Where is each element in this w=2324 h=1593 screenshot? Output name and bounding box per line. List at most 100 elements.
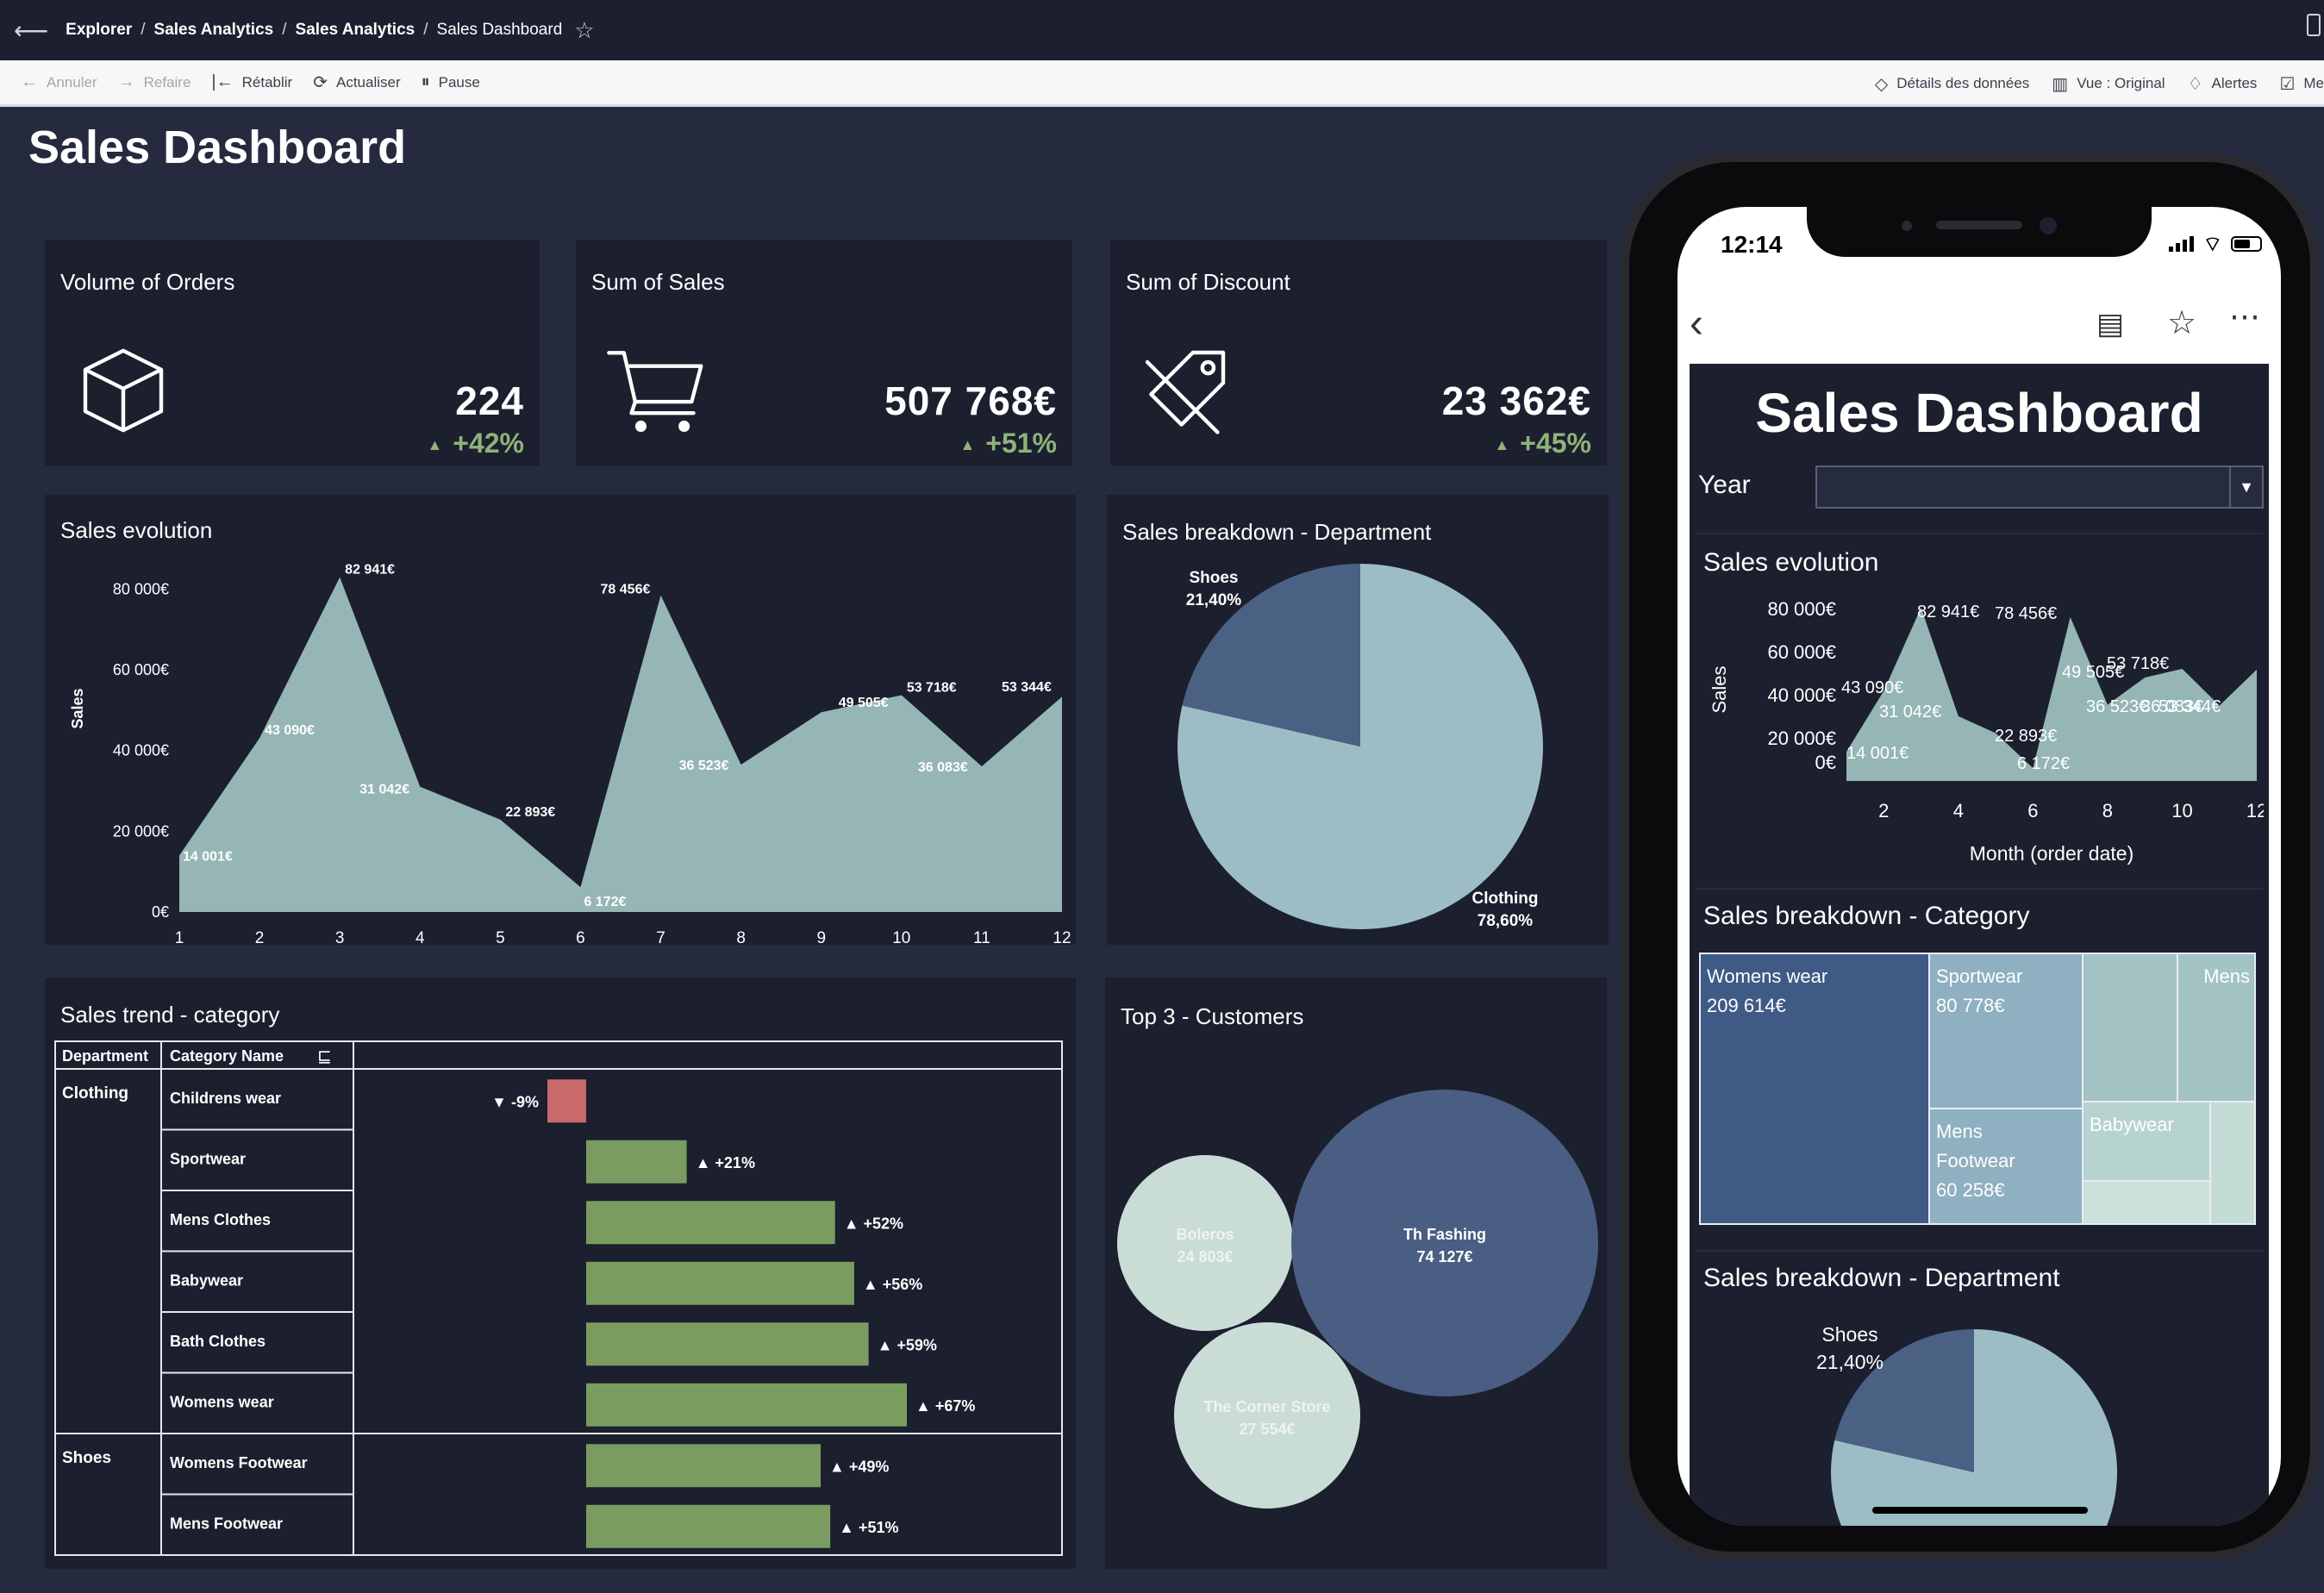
customer-bubble[interactable] [1117,1155,1293,1331]
x-tick-label: 7 [656,929,665,945]
table-border [54,1040,1063,1556]
more-button[interactable]: ☑ Me [2279,74,2324,94]
top-customers-card[interactable]: Top 3 - Customers Boleros 24 803€ Th Fashi… [1105,978,1607,1569]
view-button[interactable]: ▥ Vue : Original [2052,74,2165,94]
treemap-tile[interactable] [1699,953,1930,1225]
treemap-tile[interactable] [2177,953,2256,1103]
year-filter-select[interactable]: ▼ [1815,465,2264,509]
sales-evolution-card[interactable]: Sales evolution 0€ 20 000€ 40 000€ 60 000€ 8… [45,495,1076,945]
data-details-button[interactable]: ◇ Détails des données [1874,74,2030,94]
box-icon [83,348,164,433]
data-label: 6 172€ [2017,754,2070,773]
department-breakdown-card[interactable]: Sales breakdown - Department Shoes 21,40%… [1107,495,1609,945]
y-tick-label: 0€ [1815,752,1836,773]
trend-bar[interactable] [547,1079,586,1123]
data-label: 49 505€ [2062,663,2124,682]
x-tick-label: 11 [973,929,990,945]
customer-name: The Corner Store [1203,1398,1330,1415]
phone-department-pie[interactable]: Shoes 21,40% [1695,1252,2264,1526]
trend-bar-label: ▲ +56% [863,1276,922,1293]
trend-bar[interactable] [586,1444,822,1488]
y-tick-label: 60 000€ [113,661,169,678]
trend-bar[interactable] [586,1261,854,1305]
alerts-button[interactable]: ♢ Alertes [2187,74,2258,94]
data-label: 22 893€ [505,805,555,820]
breadcrumb-current: Sales Dashboard [436,21,563,39]
sales-trend-card[interactable]: Sales trend - category Department Categor… [45,978,1076,1569]
sales-area-series[interactable] [179,577,1062,912]
refresh-button[interactable]: ⟳ Actualiser [313,73,401,92]
kpi-value: 23 362€ [1441,378,1591,423]
phone-sales-evolution[interactable]: Sales evolution 0€ 20 000€ 40 000€ 60 000€ 8… [1695,533,2264,871]
phone-sales-area-series[interactable] [1846,607,2257,781]
y-tick-label: 60 000€ [1767,641,1836,663]
treemap-tile[interactable] [2082,1101,2211,1182]
phone-sales-evolution-chart[interactable]: 0€ 20 000€ 40 000€ 60 000€ 80 000€ 2 4 6 8 10 12 14… [1695,534,2264,872]
front-camera [2040,217,2057,234]
favorite-star-icon[interactable]: ☆ [574,16,595,43]
pause-button[interactable]: ⏸ Pause [421,72,480,91]
kpi-card-orders[interactable]: Volume of Orders 224 ▲ +42% [45,240,540,465]
department-cell: Shoes [62,1449,111,1467]
phone-category-breakdown[interactable]: Sales breakdown - Category Womens wear 20… [1695,888,2264,1233]
data-label: 49 505€ [839,696,889,710]
chevron-down-icon[interactable]: ▼ [2229,467,2262,507]
shoes-slice[interactable] [1182,564,1360,747]
speaker-grille [1936,221,2022,229]
back-arrow-icon[interactable]: ⟵ [14,16,49,44]
treemap-tile-value: 209 614€ [1707,995,1786,1016]
department-pie-chart[interactable]: Shoes 21,40% Clothing 78,60% [1107,495,1609,945]
year-filter-label: Year [1698,471,1751,499]
trend-bar[interactable] [586,1504,831,1548]
device-icon[interactable] [2307,14,2321,36]
breadcrumb-workbook[interactable]: Sales Analytics [295,21,415,39]
kpi-card-sales[interactable]: Sum of Sales 507 768€ ▲ +51% [576,240,1072,465]
phone-category-treemap[interactable]: Womens wear 209 614€ Sportwear 80 778€ Mens M… [1695,890,2264,1234]
y-tick-label: 80 000€ [113,580,169,597]
breadcrumb-project[interactable]: Sales Analytics [153,21,274,39]
undo-button[interactable]: ← Annuler [21,72,97,91]
data-label: 14 001€ [183,849,233,864]
more-options-icon[interactable]: ⋯ [2229,298,2260,334]
customer-bubble[interactable] [1291,1090,1598,1396]
trend-bar[interactable] [586,1201,835,1245]
treemap-tile[interactable] [1928,1108,2083,1225]
revert-button[interactable]: |← Rétablir [211,72,293,91]
sort-icon[interactable]: ⊑ [317,1047,332,1066]
redo-button[interactable]: → Refaire [117,72,191,91]
treemap-tile[interactable] [2082,953,2178,1103]
data-label: 36 523€ [679,759,729,773]
clothing-slice[interactable] [1831,1329,2117,1526]
shoes-slice[interactable] [1834,1329,1974,1472]
treemap-tile[interactable] [2082,1180,2211,1225]
x-axis-label: Month (order date) [1970,842,2133,865]
trend-bar-label: ▲ +59% [878,1336,937,1353]
phone-clock: 12:14 [1721,231,1783,258]
kpi-card-discount[interactable]: Sum of Discount 23 362€ ▲ +45% [1110,240,1607,465]
kpi-delta: ▲ +51% [959,428,1057,459]
column-header-department[interactable]: Department [62,1047,148,1065]
favorite-star-icon[interactable]: ☆ [2167,305,2197,341]
top-customers-bubble-chart[interactable]: Boleros 24 803€ Th Fashing 74 127€ The Corne… [1105,978,1607,1569]
trend-bar-label: ▲ +67% [915,1397,975,1415]
treemap-tile[interactable] [2209,1101,2256,1225]
slice-label-value: 21,40% [1186,591,1242,609]
breadcrumb-explorer[interactable]: Explorer [66,21,133,39]
trend-bar[interactable] [586,1383,907,1427]
trend-bar[interactable] [586,1322,869,1366]
trend-bar[interactable] [586,1140,687,1184]
breadcrumb-separator: / [282,21,287,39]
sales-evolution-chart[interactable]: 0€20 000€40 000€60 000€80 000€1 2 3 4 5 6 7 8 9 1… [45,495,1076,945]
trend-bar-label: ▲ +21% [696,1154,755,1171]
phone-back-icon[interactable]: ‹ [1690,301,1703,347]
x-tick-label: 2 [1878,800,1889,821]
phone-department-breakdown[interactable]: Sales breakdown - Department Shoes 21,40% [1695,1250,2264,1526]
kpi-value: 507 768€ [884,378,1057,423]
x-tick-label: 6 [2027,800,2038,821]
customer-bubble[interactable] [1174,1322,1360,1509]
y-tick-label: 40 000€ [113,742,169,759]
sales-trend-chart[interactable]: Department Category Name ⊑ Clothing Children… [45,978,1076,1569]
column-header-category[interactable]: Category Name [170,1047,284,1065]
data-view-icon[interactable]: ▤ [2096,308,2125,340]
discount-tag-icon [1145,350,1226,434]
